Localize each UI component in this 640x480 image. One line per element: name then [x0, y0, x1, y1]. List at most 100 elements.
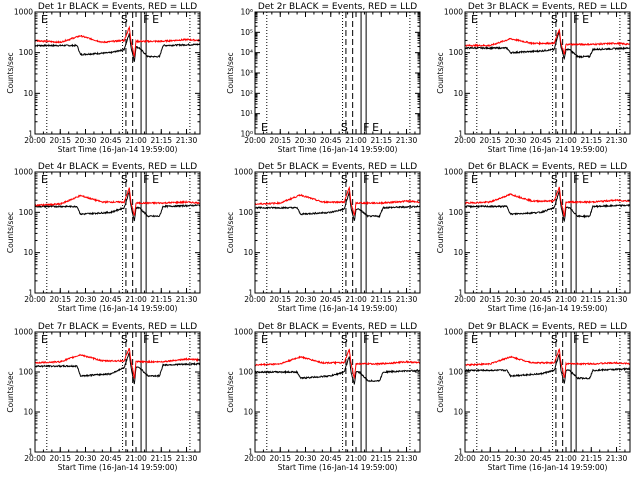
panel-title: Det 2r BLACK = Events, RED = LLD: [258, 2, 417, 12]
y-tick-label: 1: [28, 130, 33, 139]
x-axis-label: Start Time (16-Jan-14 19:59:00): [278, 463, 398, 472]
y-tick-label: 10³: [240, 69, 253, 78]
marker-label-e: E: [471, 173, 478, 186]
plot-frame: [254, 331, 421, 453]
marker-label-s: S: [341, 173, 348, 186]
series-line-events: [464, 353, 631, 384]
marker-label-e: E: [582, 333, 589, 346]
y-tick-label: 100: [449, 368, 464, 377]
y-tick-label: 10⁶: [240, 8, 253, 17]
marker-label-f: F: [363, 173, 369, 186]
marker-label-f: F: [363, 333, 369, 346]
x-tick-label: 20:45: [530, 295, 552, 304]
x-tick-label: 20:15: [479, 454, 501, 463]
y-tick-label: 1: [458, 289, 463, 298]
x-tick-label: 20:00: [454, 295, 476, 304]
x-tick-label: 20:45: [100, 454, 122, 463]
y-tick-label: 100: [449, 48, 464, 57]
panel-title: Det 8r BLACK = Events, RED = LLD: [258, 322, 417, 332]
x-axis-label: Start Time (16-Jan-14 19:59:00): [488, 463, 608, 472]
y-tick-label: 100: [449, 208, 464, 217]
series-line-events: [464, 30, 631, 61]
y-tick-label: 10: [453, 248, 463, 257]
marker-label-e: E: [372, 333, 379, 346]
x-tick-label: 20:45: [320, 136, 342, 145]
plot-frame: [464, 171, 631, 294]
y-tick-label: 1000: [234, 328, 253, 337]
x-tick-label: 21:30: [176, 454, 198, 463]
x-tick-label: 20:30: [75, 295, 97, 304]
x-tick-label: 20:15: [479, 136, 501, 145]
x-tick-label: 21:15: [150, 295, 172, 304]
y-tick-label: 10²: [240, 89, 253, 98]
x-tick-label: 21:15: [580, 136, 602, 145]
x-tick-label: 20:00: [24, 454, 46, 463]
y-tick-label: 10: [23, 248, 33, 257]
series-line-lld: [34, 25, 201, 58]
marker-label-e: E: [41, 13, 48, 26]
series-line-lld: [255, 348, 421, 380]
marker-label-e: E: [471, 333, 478, 346]
panel-title: Det 9r BLACK = Events, RED = LLD: [468, 322, 627, 332]
x-tick-label: 20:15: [269, 136, 291, 145]
x-tick-label: 20:45: [100, 136, 122, 145]
marker-label-e: E: [372, 173, 379, 186]
x-tick-label: 21:00: [125, 295, 147, 304]
x-tick-label: 20:30: [75, 454, 97, 463]
panel-title: Det 7r BLACK = Events, RED = LLD: [38, 322, 197, 332]
x-tick-label: 20:00: [244, 295, 266, 304]
y-axis-label: Counts/sec: [436, 371, 445, 412]
marker-label-s: S: [341, 333, 348, 346]
series-line-events: [34, 352, 201, 385]
x-tick-label: 21:00: [125, 454, 147, 463]
marker-label-s: S: [121, 173, 128, 186]
x-tick-label: 21:30: [606, 136, 628, 145]
x-tick-label: 21:30: [606, 454, 628, 463]
x-tick-label: 20:45: [530, 454, 552, 463]
marker-label-e: E: [41, 173, 48, 186]
y-axis-label: Counts/sec: [226, 371, 235, 412]
series-line-events: [254, 356, 421, 385]
x-tick-label: 20:15: [49, 295, 71, 304]
panel-title: Det 5r BLACK = Events, RED = LLD: [258, 162, 417, 172]
x-tick-label: 20:30: [75, 136, 97, 145]
marker-label-e: E: [152, 173, 159, 186]
x-tick-label: 20:45: [100, 295, 122, 304]
plot-frame: [464, 11, 631, 135]
plot-frame: [254, 171, 421, 294]
marker-label-f: F: [573, 333, 579, 346]
marker-label-s: S: [551, 13, 558, 26]
x-tick-label: 20:45: [320, 454, 342, 463]
x-tick-label: 21:15: [370, 454, 392, 463]
x-tick-label: 20:15: [269, 295, 291, 304]
x-tick-label: 20:45: [530, 136, 552, 145]
y-axis-label: Counts/sec: [436, 52, 445, 93]
marker-label-e: E: [582, 13, 589, 26]
x-axis-label: Start Time (16-Jan-14 19:59:00): [58, 463, 178, 472]
y-tick-label: 1: [28, 289, 33, 298]
marker-label-s: S: [551, 333, 558, 346]
y-tick-label: 1000: [444, 168, 463, 177]
x-tick-label: 21:00: [125, 136, 147, 145]
x-tick-label: 21:00: [345, 454, 367, 463]
plot-frame: [34, 171, 201, 294]
x-axis-label: Start Time (16-Jan-14 19:59:00): [278, 304, 398, 313]
panel-title: Det 4r BLACK = Events, RED = LLD: [38, 162, 197, 172]
series-line-lld: [34, 347, 201, 379]
panel-title: Det 1r BLACK = Events, RED = LLD: [38, 2, 197, 12]
marker-label-e: E: [372, 121, 379, 134]
y-tick-label: 100: [19, 368, 34, 377]
x-tick-label: 21:30: [396, 136, 418, 145]
y-tick-label: 1000: [444, 328, 463, 337]
x-tick-label: 21:30: [176, 136, 198, 145]
x-tick-label: 20:30: [295, 136, 317, 145]
y-tick-label: 10⁰: [240, 130, 253, 139]
plot-frame: [34, 11, 201, 135]
